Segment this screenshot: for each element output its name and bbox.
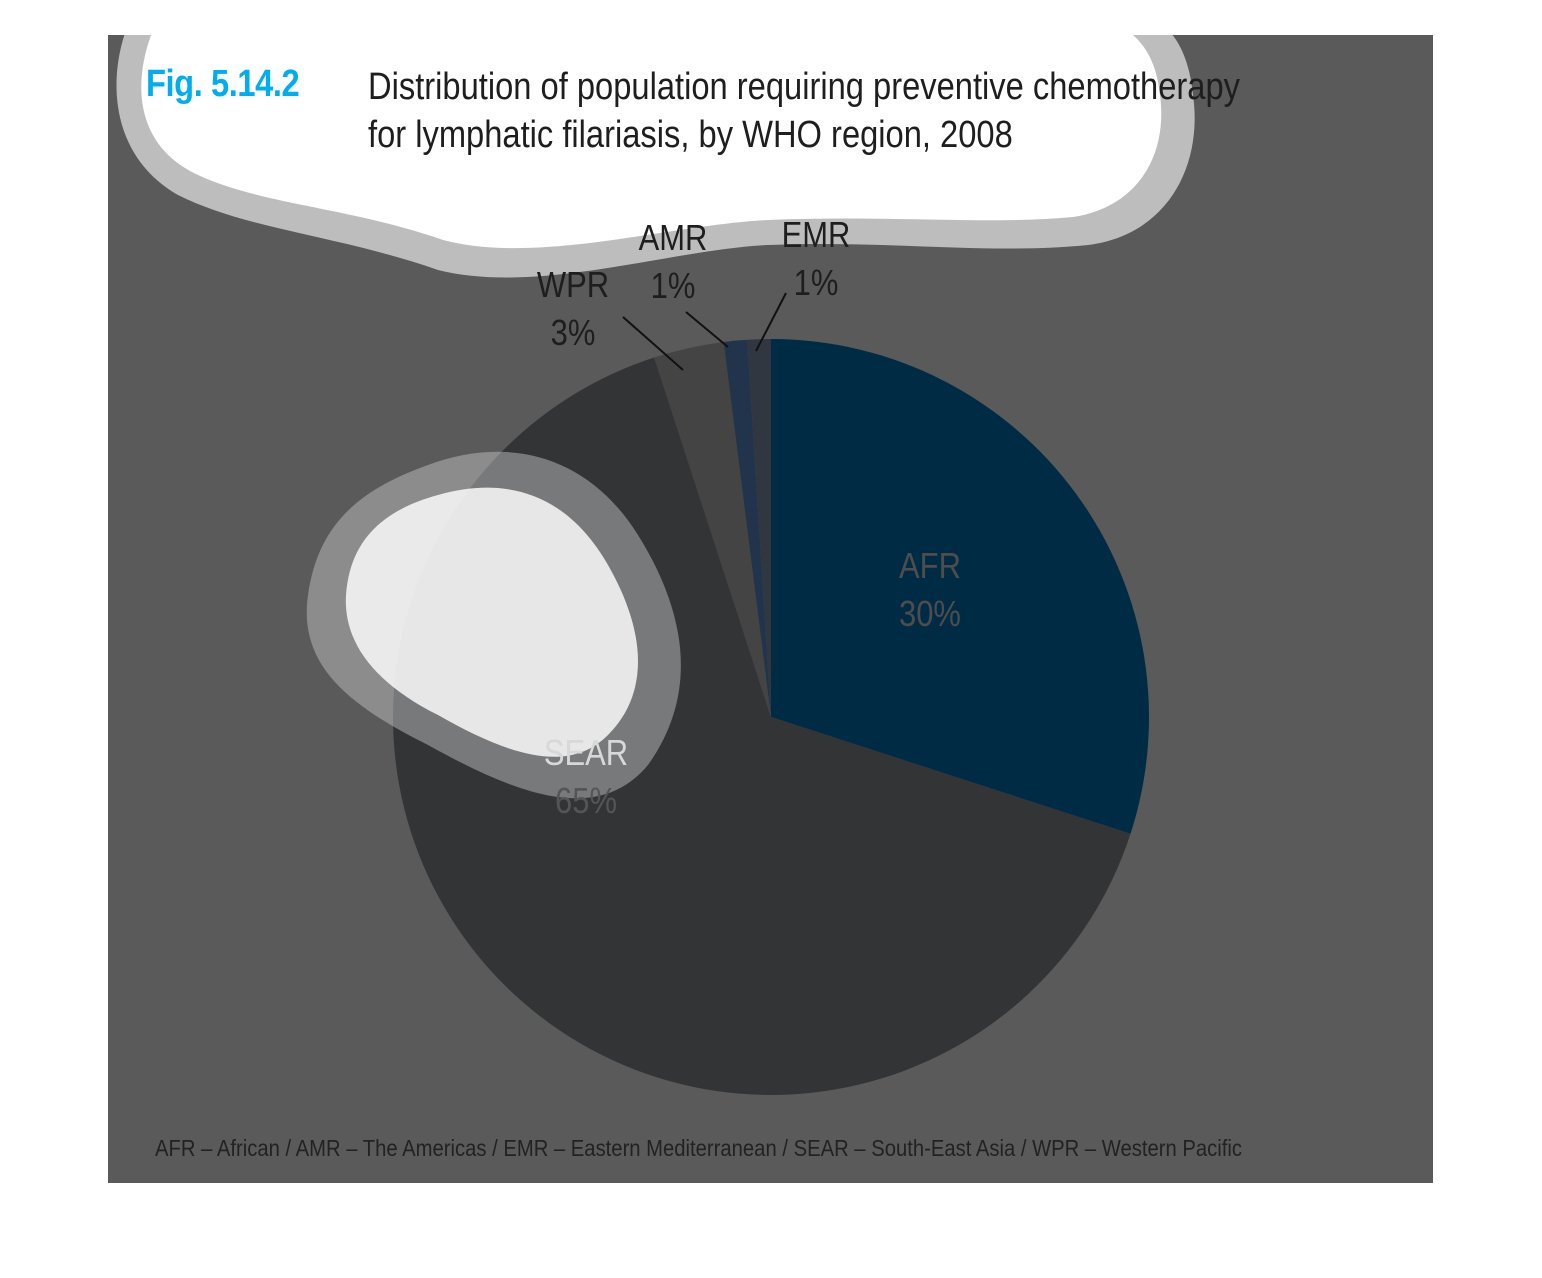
figure-title-line-1: Distribution of population requiring pre… [368, 66, 1240, 108]
slice-name-amr: AMR [639, 219, 708, 259]
figure-number: Fig. 5.14.2 [146, 63, 300, 105]
pie-chart: AFR 30% SEAR 65% WPR 3% AMR 1% EMR 1% [116, 35, 1195, 1096]
figure-title: Distribution of population requiring pre… [368, 63, 1240, 159]
slice-name-afr: AFR [899, 547, 961, 587]
pie-slice-afr [771, 339, 1149, 834]
slice-value-amr: 1% [651, 267, 696, 307]
pie-slice-amr [723, 339, 771, 717]
slice-value-emr: 1% [794, 264, 839, 304]
blob-highlight [345, 487, 638, 757]
figure-title-line-2: for lymphatic filariasis, by WHO region,… [368, 114, 1013, 156]
region-footnote: AFR – African / AMR – The Americas / EMR… [155, 1135, 1243, 1161]
slice-name-wpr: WPR [537, 266, 609, 306]
leader-line-wpr [622, 316, 684, 371]
pie-slice-emr [747, 339, 771, 717]
slice-value-sear: 65% [555, 782, 617, 822]
slice-value-wpr: 3% [551, 314, 596, 354]
slice-name-sear: SEAR [544, 734, 628, 774]
title-highlight [141, 35, 1162, 249]
leader-line-emr [755, 292, 787, 352]
slice-value-afr: 30% [899, 595, 961, 635]
slice-name-emr: EMR [782, 216, 851, 256]
pie-slice-wpr [654, 341, 771, 717]
figure-panel: AFR 30% SEAR 65% WPR 3% AMR 1% EMR 1% Fig. 5.14.2… [108, 35, 1433, 1183]
leader-line-amr [685, 311, 729, 348]
